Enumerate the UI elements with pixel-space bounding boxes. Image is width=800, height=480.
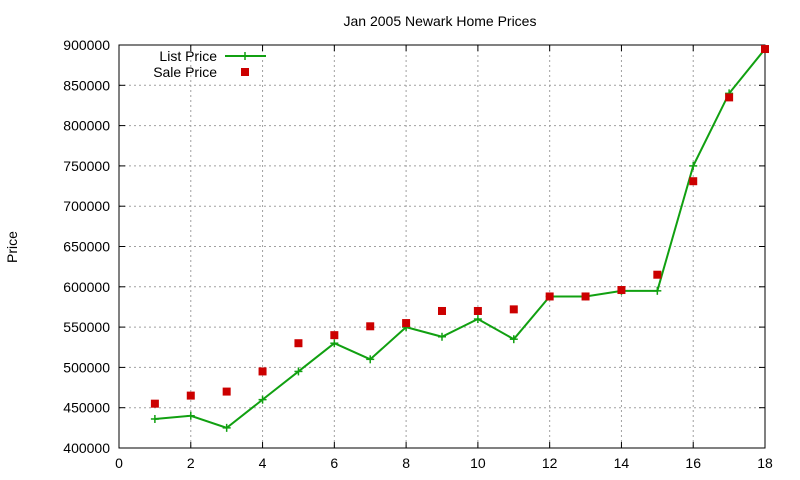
y-tick-label: 400000 [63,440,110,456]
y-tick-label: 600000 [63,279,110,295]
sale-price-point [294,339,303,348]
x-tick-label: 0 [115,455,123,471]
legend-item-sale-price: Sale Price [153,64,249,80]
legend-item-list-price: List Price [159,48,266,64]
x-tick-label: 14 [614,455,630,471]
list-price-point [222,423,231,432]
y-tick-label: 800000 [63,118,110,134]
series-list-price [150,45,769,432]
y-tick-label: 850000 [63,77,110,93]
axes: 0 2 4 6 8 10 12 14 16 18 400000 450000 500000 550000 6… [63,37,773,471]
y-tick-label: 650000 [63,239,110,255]
list-price-point [473,315,482,324]
sale-price-point [617,286,626,295]
y-tick-label: 900000 [63,37,110,53]
y-tick-label: 450000 [63,400,110,416]
x-tick-label: 12 [542,455,558,471]
y-tick-label: 750000 [63,158,110,174]
list-price-point [366,355,375,364]
x-tick-label: 18 [757,455,773,471]
legend-label: List Price [159,48,217,64]
list-price-point [150,414,159,423]
list-price-point [509,335,518,344]
y-tick-label: 500000 [63,359,110,375]
list-price-point [258,395,267,404]
list-price-point [186,411,195,420]
x-tick-label: 10 [470,455,486,471]
grid-lines [119,45,765,448]
sale-price-point [258,367,267,376]
sale-price-point [689,177,698,186]
sale-price-point [725,93,734,102]
legend-label: Sale Price [153,64,217,80]
list-price-point [689,161,698,170]
sale-price-point [653,270,662,279]
sale-price-point [402,319,411,328]
series-sale-price [150,45,769,408]
sale-price-point [186,391,195,400]
y-axis-label: Price [4,231,20,263]
sale-price-point [509,305,518,314]
x-tick-label: 16 [685,455,701,471]
series-layer [150,45,769,432]
sale-price-point [761,45,769,54]
sale-price-point [473,306,482,315]
legend-plus-swatch [241,52,249,60]
sale-price-point [581,292,590,301]
sale-price-point [545,292,554,301]
x-tick-label: 6 [330,455,338,471]
x-tick-label: 2 [187,455,195,471]
list-price-line [154,48,766,429]
list-price-point [438,332,446,341]
sale-price-point [330,331,339,340]
y-tick-label: 550000 [63,319,110,335]
list-price-point [294,367,303,376]
sale-price-point [366,322,375,331]
x-tick-label: 8 [402,455,410,471]
legend-square-swatch [241,68,249,76]
y-tick-label: 700000 [63,198,110,214]
list-price-point [653,286,662,295]
list-price-point [330,339,339,348]
sale-price-point [438,306,446,315]
sale-price-point [222,387,231,396]
x-tick-label: 4 [259,455,267,471]
chart-title: Jan 2005 Newark Home Prices [344,13,537,29]
sale-price-point [150,399,159,408]
